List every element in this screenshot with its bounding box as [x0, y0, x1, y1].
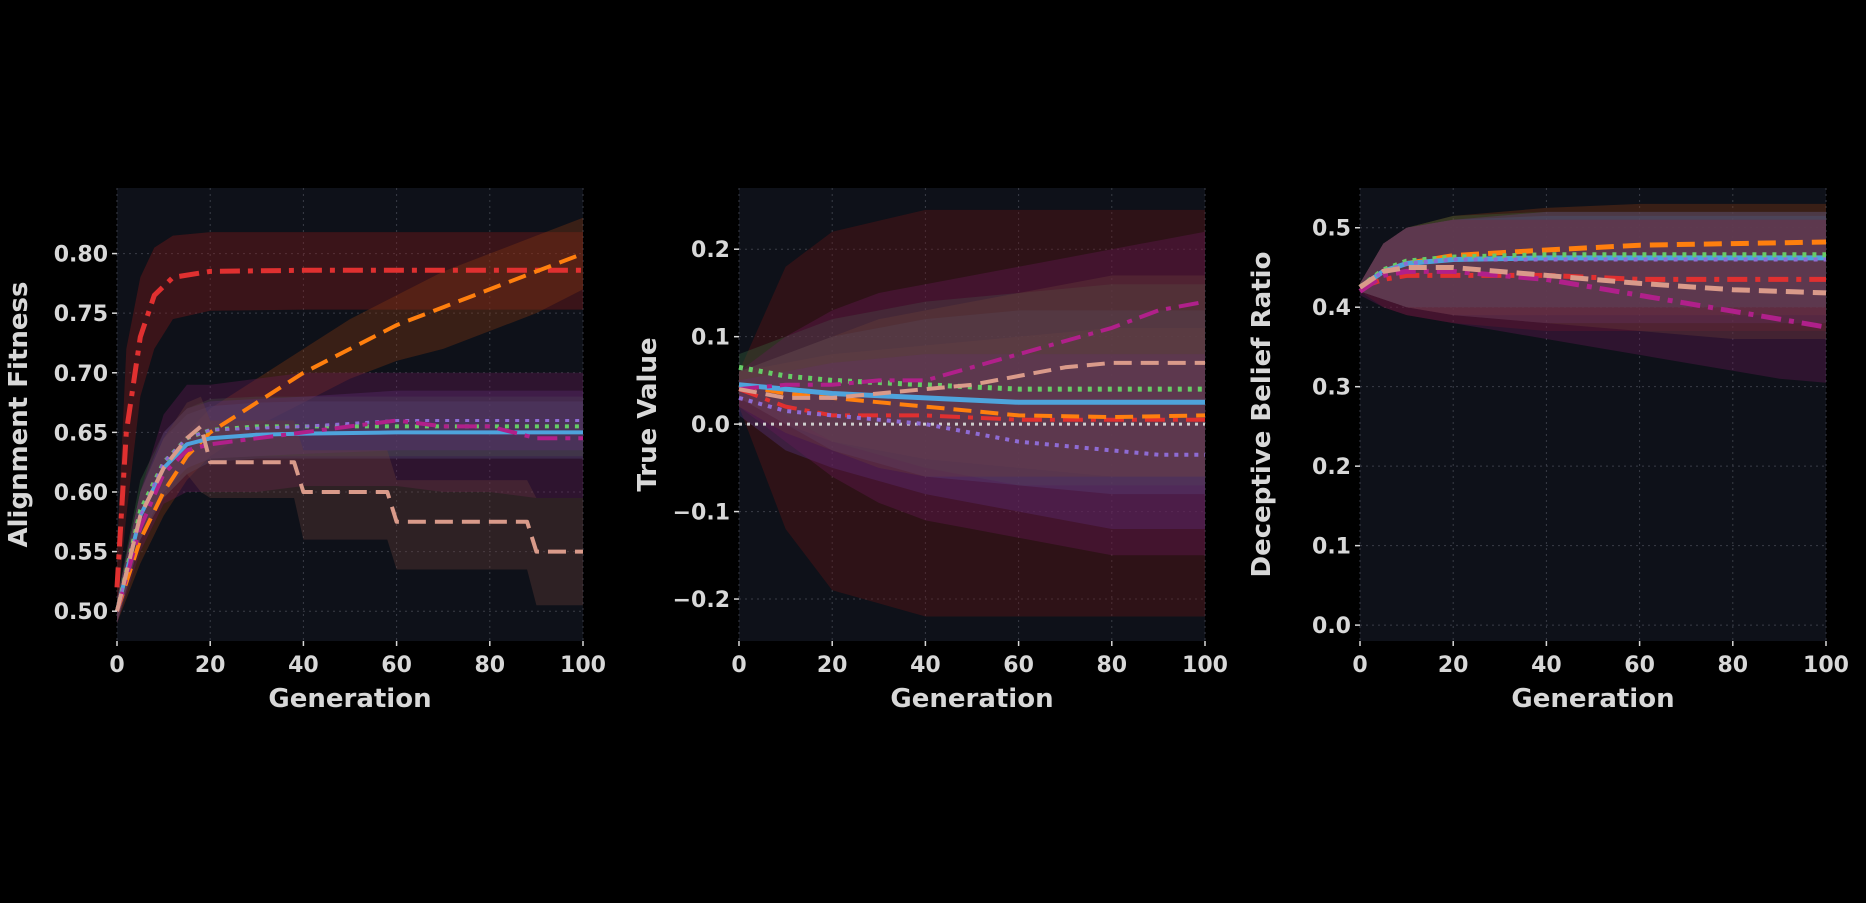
series-line-5	[1358, 268, 1827, 330]
x-axis-label: Generation	[1511, 684, 1674, 714]
confidence-band-0	[739, 209, 1205, 617]
y-tick-label: 0.5	[1312, 217, 1351, 242]
x-tick-label: 80	[1717, 653, 1748, 678]
confidence-band-6	[739, 275, 1205, 477]
x-tick-label: 40	[1531, 653, 1562, 678]
confidence-band-4	[1360, 211, 1826, 324]
series-line-6	[115, 424, 583, 612]
confidence-band-3	[117, 396, 583, 624]
y-tick-label: 0.4	[1312, 296, 1351, 321]
series-line-0	[738, 387, 1205, 422]
y-axis-label: Alignment Fitness	[4, 282, 34, 548]
x-tick-label: 20	[1438, 653, 1469, 678]
x-axis-label: Generation	[890, 684, 1053, 714]
y-tick-label: 0.1	[1312, 535, 1351, 560]
y-axis-label: Deceptive Belief Ratio	[1247, 252, 1277, 578]
panel-true-value: 0 20 40 60 80 100 −0.2 −0.1 0.0 0.1 0.2 Generation T…	[633, 188, 1228, 714]
confidence-band-1	[117, 217, 583, 624]
y-tick-label: −0.1	[673, 501, 730, 526]
x-tick-label: 60	[381, 653, 412, 678]
y-tick-label: 0.0	[1312, 614, 1351, 639]
confidence-band-4	[117, 390, 583, 624]
x-axis-label: Generation	[268, 684, 431, 714]
x-tick-label: 0	[1352, 653, 1367, 678]
series-line-0	[114, 267, 583, 588]
y-tick-label: 0.60	[54, 481, 108, 506]
x-tick-label: 0	[731, 653, 746, 678]
y-tick-label: 0.2	[1312, 455, 1351, 480]
x-tick-label: 100	[1803, 653, 1849, 678]
y-tick-label: 0.65	[54, 421, 108, 446]
panel-alignment-fitness: 0 20 40 60 80 100 0.50 0.55 0.60 0.65 0.70 0.75 0.80…	[4, 188, 606, 714]
x-tick-label: 60	[1624, 653, 1655, 678]
x-tick-label: 100	[560, 653, 606, 678]
confidence-band-2	[117, 401, 583, 624]
confidence-band-4	[739, 354, 1205, 530]
plot-area	[117, 188, 583, 641]
confidence-band-5	[739, 231, 1205, 556]
series-line-4	[738, 395, 1205, 457]
y-tick-label: 0.50	[54, 600, 108, 625]
y-tick-label: −0.2	[673, 588, 730, 613]
y-tick-label: 0.55	[54, 541, 108, 566]
y-axis-label: True Value	[633, 337, 663, 491]
series-line-0	[1359, 272, 1826, 290]
series-line-5	[115, 418, 583, 612]
y-tick-label: 0.75	[54, 302, 108, 327]
y-tick-label: 0.80	[54, 243, 108, 268]
x-tick-label: 100	[1182, 653, 1228, 678]
x-tick-label: 60	[1003, 653, 1034, 678]
plot-area	[1360, 188, 1826, 641]
x-tick-label: 80	[1096, 653, 1127, 678]
x-tick-label: 20	[195, 653, 226, 678]
y-tick-label: 0.70	[54, 362, 108, 387]
x-tick-label: 20	[817, 653, 848, 678]
y-tick-label: 0.3	[1312, 376, 1351, 401]
series-line-6	[1358, 265, 1827, 296]
confidence-band-6	[117, 396, 583, 624]
x-tick-label: 80	[474, 653, 505, 678]
x-tick-label: 40	[288, 653, 319, 678]
y-tick-label: 0.1	[691, 326, 730, 351]
x-tick-label: 40	[910, 653, 941, 678]
series-line-2	[738, 382, 1205, 405]
confidence-band-2	[1360, 215, 1826, 308]
series-line-6	[738, 360, 1205, 400]
series-line-5	[738, 299, 1206, 392]
y-tick-label: 0.2	[691, 238, 730, 263]
plot-area	[739, 188, 1205, 641]
x-tick-label: 0	[109, 653, 124, 678]
panel-deceptive-belief-ratio: 0 20 40 60 80 100 0.0 0.1 0.2 0.3 0.4 0.5 Generation…	[1247, 188, 1849, 714]
series-line-4	[115, 419, 583, 612]
series-line-1	[115, 251, 584, 612]
y-tick-label: 0.0	[691, 413, 730, 438]
